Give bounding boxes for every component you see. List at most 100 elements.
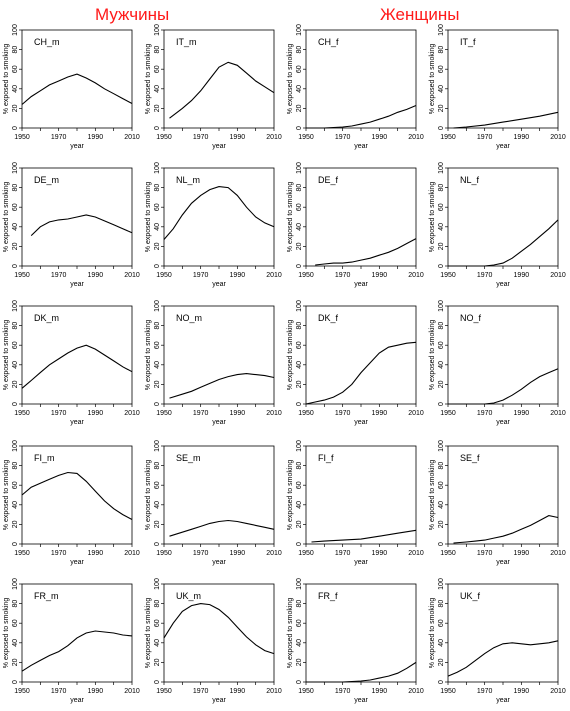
y-tick-label: 0 [154, 402, 161, 406]
panel-nl-m: 1950 1970 1990 2010 0 20 40 60 80 100 year % expose… [145, 162, 282, 288]
y-tick-label: 20 [296, 520, 303, 528]
y-tick-label: 40 [296, 639, 303, 647]
y-tick-label: 20 [154, 380, 161, 388]
series-line [448, 368, 559, 405]
y-tick-label: 20 [296, 658, 303, 666]
y-tick-label: 80 [296, 600, 303, 608]
x-tick-label: 2010 [408, 134, 424, 141]
y-axis-title: % exposed to smoking [145, 182, 152, 253]
panel-label: CH_f [318, 37, 339, 47]
y-tick-label: 20 [154, 520, 161, 528]
y-tick-label: 100 [296, 578, 303, 590]
y-tick-label: 100 [438, 440, 445, 452]
y-tick-label: 80 [12, 462, 19, 470]
x-tick-label: 1990 [372, 272, 388, 279]
y-tick-label: 60 [296, 341, 303, 349]
x-axis-title: year [70, 143, 84, 150]
y-axis-title: % exposed to smoking [3, 320, 10, 391]
x-tick-label: 1950 [440, 688, 456, 695]
y-axis-title: % exposed to smoking [429, 460, 436, 531]
y-tick-label: 20 [438, 242, 445, 250]
x-tick-label: 1970 [335, 272, 351, 279]
x-tick-label: 1970 [477, 272, 493, 279]
y-axis-title: % exposed to smoking [145, 460, 152, 531]
y-tick-label: 20 [438, 104, 445, 112]
x-tick-label: 2010 [266, 134, 282, 141]
panel-it-m: 1950 1970 1990 2010 0 20 40 60 80 100 year % expose… [145, 24, 282, 150]
x-axis-title: year [212, 419, 226, 426]
y-tick-label: 60 [154, 619, 161, 627]
x-tick-label: 1950 [14, 410, 30, 417]
panel-fr-f: 1950 1970 1990 2010 0 20 40 60 80 100 year % expose… [287, 578, 424, 704]
y-tick-label: 20 [438, 520, 445, 528]
panel-label: DK_m [34, 313, 59, 323]
heading-women: Женщины [380, 5, 460, 24]
x-tick-label: 1990 [230, 410, 246, 417]
y-tick-label: 40 [12, 501, 19, 509]
x-tick-label: 1990 [514, 272, 530, 279]
y-tick-label: 100 [438, 24, 445, 36]
panel-ch-f: 1950 1970 1990 2010 0 20 40 60 80 100 year % expose… [287, 24, 424, 150]
y-tick-label: 100 [154, 300, 161, 312]
panel-fr-m: 1950 1970 1990 2010 0 20 40 60 80 100 year % expose… [3, 578, 140, 704]
x-tick-label: 2010 [408, 688, 424, 695]
y-axis-title: % exposed to smoking [287, 598, 294, 669]
y-tick-label: 20 [154, 104, 161, 112]
x-tick-label: 1950 [298, 134, 314, 141]
x-tick-label: 1990 [88, 688, 104, 695]
y-tick-label: 60 [12, 65, 19, 73]
y-tick-label: 80 [296, 322, 303, 330]
y-tick-label: 40 [438, 361, 445, 369]
y-tick-label: 60 [154, 65, 161, 73]
y-tick-label: 40 [12, 85, 19, 93]
y-tick-label: 0 [296, 126, 303, 130]
y-tick-label: 0 [12, 264, 19, 268]
x-tick-label: 1970 [51, 272, 67, 279]
x-tick-label: 1970 [193, 688, 209, 695]
x-tick-label: 1990 [230, 550, 246, 557]
x-tick-label: 1950 [440, 410, 456, 417]
y-axis-title: % exposed to smoking [429, 598, 436, 669]
panel-label: FI_f [318, 453, 334, 463]
panel-label: NO_f [460, 313, 482, 323]
x-tick-label: 1970 [51, 134, 67, 141]
y-axis-title: % exposed to smoking [3, 460, 10, 531]
y-tick-label: 80 [438, 184, 445, 192]
x-tick-label: 1970 [335, 134, 351, 141]
x-tick-label: 1990 [88, 550, 104, 557]
x-axis-title: year [496, 697, 510, 704]
x-axis-title: year [354, 281, 368, 288]
y-tick-label: 40 [154, 639, 161, 647]
x-axis-title: year [354, 419, 368, 426]
series-line [311, 529, 417, 543]
y-tick-label: 60 [296, 65, 303, 73]
y-tick-label: 100 [438, 578, 445, 590]
x-axis-title: year [496, 143, 510, 150]
y-tick-label: 100 [438, 162, 445, 174]
series-line [453, 111, 559, 129]
x-tick-label: 2010 [266, 688, 282, 695]
x-tick-label: 1990 [88, 272, 104, 279]
x-tick-label: 1990 [514, 134, 530, 141]
y-tick-label: 20 [12, 658, 19, 666]
panel-no-m: 1950 1970 1990 2010 0 20 40 60 80 100 year % expose… [145, 300, 282, 426]
x-tick-label: 2010 [550, 134, 566, 141]
series-line [21, 73, 133, 105]
x-tick-label: 2010 [550, 688, 566, 695]
y-tick-label: 20 [438, 658, 445, 666]
x-axis-title: year [70, 559, 84, 566]
y-tick-label: 0 [438, 264, 445, 268]
panel-uk-m: 1950 1970 1990 2010 0 20 40 60 80 100 year % expose… [145, 578, 282, 704]
x-tick-label: 1990 [88, 410, 104, 417]
x-axis-title: year [354, 143, 368, 150]
y-tick-label: 20 [296, 242, 303, 250]
y-tick-label: 60 [12, 619, 19, 627]
y-tick-label: 40 [296, 501, 303, 509]
y-tick-label: 80 [154, 322, 161, 330]
y-tick-label: 80 [296, 184, 303, 192]
x-tick-label: 1950 [440, 134, 456, 141]
y-tick-label: 80 [438, 46, 445, 54]
y-axis-title: % exposed to smoking [3, 598, 10, 669]
y-axis-title: % exposed to smoking [145, 320, 152, 391]
